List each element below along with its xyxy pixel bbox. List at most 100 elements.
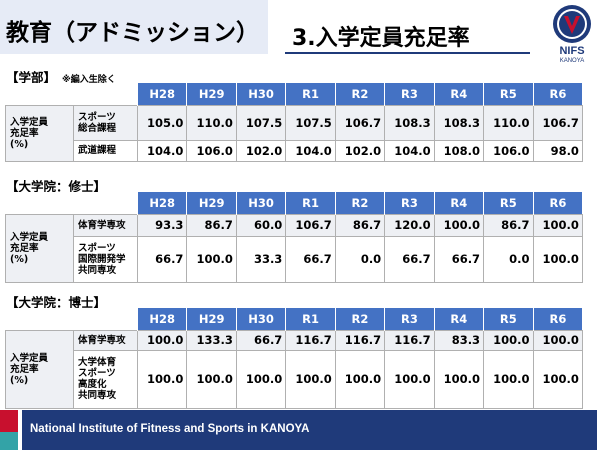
group-label: 入学定員 充足率 (%) xyxy=(5,329,74,409)
slide-title: 3.入学定員充足率 xyxy=(292,26,470,51)
value-cell: 110.0 xyxy=(186,104,237,141)
value-cell: 66.7 xyxy=(433,235,485,283)
column-header: H29 xyxy=(186,192,237,214)
footer-divider xyxy=(18,410,22,450)
column-header: R3 xyxy=(384,308,435,330)
value-cell: 104.0 xyxy=(285,139,336,162)
table-row: スポーツ 国際開発学 共同専攻 66.7 100.0 33.3 66.7 0.0 66.7 6… xyxy=(6,235,583,283)
value-cell: 100.0 xyxy=(532,235,583,283)
value-cell: 106.7 xyxy=(532,104,583,141)
value-cell: 107.5 xyxy=(235,104,287,141)
value-cell: 66.7 xyxy=(136,235,188,283)
column-header: R5 xyxy=(483,308,533,330)
value-cell: 106.0 xyxy=(483,139,534,162)
column-header: H30 xyxy=(235,308,286,330)
value-cell: 133.3 xyxy=(186,329,237,351)
value-cell: 100.0 xyxy=(384,349,435,409)
value-cell: 0.0 xyxy=(334,235,386,283)
value-cell: 86.7 xyxy=(483,213,534,237)
value-cell: 93.3 xyxy=(136,213,188,237)
logo-text: NIFS xyxy=(559,45,585,57)
value-cell: 106.0 xyxy=(186,139,237,162)
value-cell: 33.3 xyxy=(235,235,287,283)
value-cell: 100.0 xyxy=(532,349,583,409)
value-cell: 100.0 xyxy=(483,349,534,409)
value-cell: 107.5 xyxy=(285,104,336,141)
column-header: R5 xyxy=(483,192,533,214)
footer-red-block xyxy=(0,410,18,432)
column-header: R3 xyxy=(384,192,435,214)
row-label: 体育学専攻 xyxy=(73,329,138,351)
footer-teal-block xyxy=(0,432,18,450)
header-blank xyxy=(5,308,138,330)
table-row: 入学定員 充足率 (%) 体育学専攻 93.3 86.7 60.0 106.7 86.7 12… xyxy=(5,213,583,283)
header-blank xyxy=(5,83,138,105)
value-cell: 108.0 xyxy=(433,139,485,162)
value-cell: 102.0 xyxy=(235,139,287,162)
value-cell: 86.7 xyxy=(334,213,386,237)
group-label: 入学定員 充足率 (%) xyxy=(5,213,74,283)
masters-table: H28 H29 H30 R1 R2 R3 R4 R5 R6 入学定員 充足率 (%) 体育学専攻 93… xyxy=(5,192,583,283)
value-cell: 100.0 xyxy=(235,349,287,409)
value-cell: 100.0 xyxy=(532,329,583,351)
value-cell: 98.0 xyxy=(532,139,583,162)
column-header: H29 xyxy=(186,83,237,105)
value-cell: 100.0 xyxy=(285,349,336,409)
column-header: R4 xyxy=(433,83,484,105)
section-doctoral-label: 【大学院：博士】 xyxy=(6,295,107,310)
column-header: R1 xyxy=(285,192,336,214)
table-row: 武道課程 104.0 106.0 102.0 104.0 102.0 104.0 108.0 1… xyxy=(6,139,583,162)
value-cell: 100.0 xyxy=(532,213,583,237)
nifs-logo-icon xyxy=(553,5,591,43)
value-cell: 100.0 xyxy=(334,349,386,409)
group-label: 入学定員 充足率 (%) xyxy=(5,104,74,162)
value-cell: 104.0 xyxy=(136,139,188,162)
table-row: 大学体育 スポーツ 高度化 共同専攻 100.0 100.0 100.0 100.0 10… xyxy=(6,349,583,409)
row-label: 大学体育 スポーツ 高度化 共同専攻 xyxy=(73,349,138,409)
section-undergrad-note: ※編入生除く xyxy=(62,75,116,85)
footer-bar xyxy=(0,410,597,450)
row-label: スポーツ 国際開発学 共同専攻 xyxy=(73,235,138,283)
column-header: R5 xyxy=(483,83,533,105)
title-underline xyxy=(285,52,530,54)
column-header: R1 xyxy=(285,308,336,330)
header-blank xyxy=(5,192,138,214)
footer-text: National Institute of Fitness and Sports… xyxy=(30,423,310,435)
column-header: R4 xyxy=(433,192,484,214)
column-header: R4 xyxy=(433,308,484,330)
column-header: H28 xyxy=(136,83,187,105)
section-masters-label: 【大学院：修士】 xyxy=(6,179,107,194)
value-cell: 66.7 xyxy=(285,235,336,283)
value-cell: 100.0 xyxy=(483,329,534,351)
column-header: R6 xyxy=(532,308,583,330)
value-cell: 100.0 xyxy=(433,213,485,237)
value-cell: 116.7 xyxy=(384,329,435,351)
row-label: スポーツ 総合課程 xyxy=(73,104,138,141)
table-row: 入学定員 充足率 (%) 体育学専攻 100.0 133.3 66.7 116.7 116.… xyxy=(5,329,583,409)
value-cell: 102.0 xyxy=(334,139,386,162)
column-header: R2 xyxy=(334,308,385,330)
value-cell: 100.0 xyxy=(433,349,485,409)
value-cell: 66.7 xyxy=(384,235,435,283)
column-header: R1 xyxy=(285,83,336,105)
column-header: H29 xyxy=(186,308,237,330)
value-cell: 116.7 xyxy=(334,329,386,351)
column-header: R3 xyxy=(384,83,435,105)
value-cell: 105.0 xyxy=(136,104,188,141)
column-header: H28 xyxy=(136,308,187,330)
row-label: 武道課程 xyxy=(73,139,138,162)
column-header: H30 xyxy=(235,83,286,105)
value-cell: 106.7 xyxy=(334,104,386,141)
logo-subtext: KANOYA xyxy=(559,58,585,64)
undergrad-table: H28 H29 H30 R1 R2 R3 R4 R5 R6 入学定員 充足率 (%) スポーツ 総合… xyxy=(5,83,583,162)
value-cell: 100.0 xyxy=(136,349,188,409)
value-cell: 100.0 xyxy=(186,235,237,283)
value-cell: 108.3 xyxy=(384,104,435,141)
value-cell: 100.0 xyxy=(136,329,188,351)
value-cell: 110.0 xyxy=(483,104,534,141)
value-cell: 86.7 xyxy=(186,213,237,237)
column-header: R2 xyxy=(334,192,385,214)
table-header-row: H28 H29 H30 R1 R2 R3 R4 R5 R6 xyxy=(5,192,583,214)
value-cell: 108.3 xyxy=(433,104,485,141)
value-cell: 83.3 xyxy=(433,329,485,351)
